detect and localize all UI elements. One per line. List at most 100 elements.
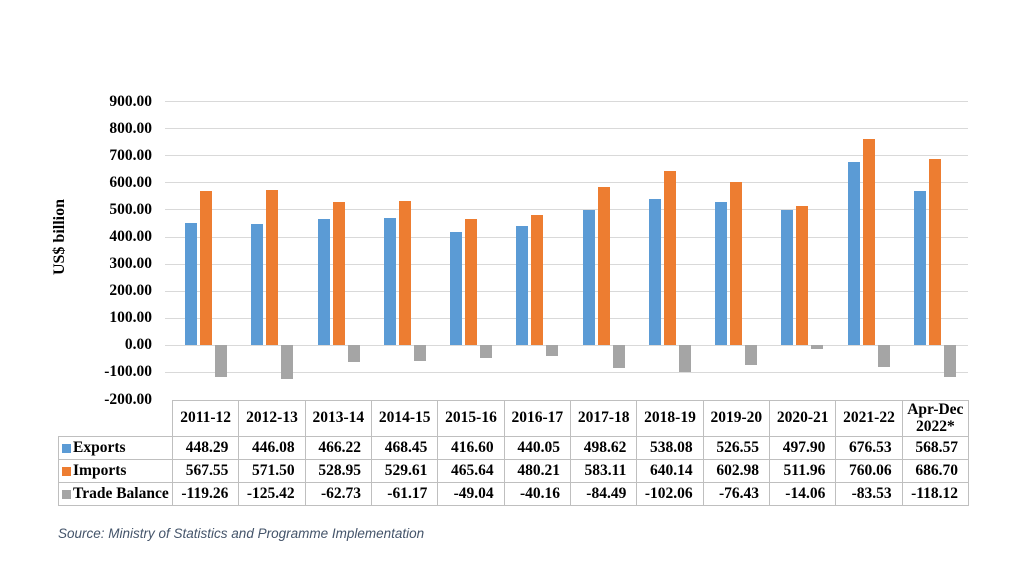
cell-trade-balance-apr-dec-2022: -118.12 <box>902 483 969 506</box>
legend-swatch-trade-balance <box>62 489 71 499</box>
cell-imports-2011-12: 567.55 <box>173 460 240 483</box>
legend-swatch-exports <box>62 443 71 453</box>
series-name-exports: Exports <box>73 439 126 456</box>
cell-trade-balance-2011-12: -119.26 <box>173 483 240 506</box>
gridline-500 <box>165 209 968 211</box>
cell-imports-apr-dec-2022: 686.70 <box>902 460 969 483</box>
series-name-trade-balance: Trade Balance <box>73 485 169 502</box>
cell-trade-balance-2018-19: -102.06 <box>637 483 704 506</box>
bar-exports-2018-19 <box>648 199 661 345</box>
bar-imports-2014-15 <box>398 201 411 345</box>
table-header-2012-13: 2012-13 <box>239 400 306 437</box>
cell-exports-2020-21: 497.90 <box>770 437 837 460</box>
table-header-2016-17: 2016-17 <box>504 400 571 437</box>
y-axis-tick-600: 600.00 <box>109 173 152 191</box>
y-axis-tick-500: 500.00 <box>109 200 152 218</box>
table-corner-cell <box>58 400 173 437</box>
bar-exports-2020-21 <box>781 209 794 345</box>
table-header-2014-15: 2014-15 <box>372 400 439 437</box>
bar-imports-apr-dec-2022 <box>928 158 941 345</box>
y-axis-tick-700: 700.00 <box>109 146 152 164</box>
bar-imports-2016-17 <box>531 214 544 345</box>
bar-trade-balance-2021-22 <box>877 344 890 368</box>
cell-trade-balance-2017-18: -84.49 <box>571 483 638 506</box>
bar-trade-balance-2017-18 <box>612 344 625 368</box>
cell-exports-2019-20: 526.55 <box>703 437 770 460</box>
gridline--100 <box>165 371 968 373</box>
cell-exports-2014-15: 468.45 <box>372 437 439 460</box>
cell-trade-balance-2014-15: -61.17 <box>372 483 439 506</box>
y-axis-tick-100: 100.00 <box>109 309 152 327</box>
bar-imports-2013-14 <box>332 201 345 345</box>
cell-imports-2013-14: 528.95 <box>305 460 372 483</box>
cell-trade-balance-2015-16: -49.04 <box>438 483 505 506</box>
series-name-imports: Imports <box>73 462 127 479</box>
bar-exports-2014-15 <box>383 217 396 345</box>
gridline-300 <box>165 263 968 265</box>
bar-exports-apr-dec-2022 <box>913 190 926 345</box>
cell-imports-2021-22: 760.06 <box>836 460 903 483</box>
bar-trade-balance-2018-19 <box>678 344 691 373</box>
bar-trade-balance-2013-14 <box>347 344 360 362</box>
plot-area <box>165 101 968 399</box>
table-header-2013-14: 2013-14 <box>305 400 372 437</box>
table-header-apr-dec-2022: Apr-Dec 2022* <box>902 400 969 437</box>
cell-exports-2017-18: 498.62 <box>571 437 638 460</box>
cell-exports-2018-19: 538.08 <box>637 437 704 460</box>
table-header-2011-12: 2011-12 <box>173 400 240 437</box>
cell-exports-2021-22: 676.53 <box>836 437 903 460</box>
bar-trade-balance-2012-13 <box>281 344 294 379</box>
bar-trade-balance-2015-16 <box>480 344 493 359</box>
cell-imports-2016-17: 480.21 <box>504 460 571 483</box>
bar-imports-2020-21 <box>796 206 809 345</box>
cell-exports-2015-16: 416.60 <box>438 437 505 460</box>
cell-exports-2012-13: 446.08 <box>239 437 306 460</box>
bar-exports-2013-14 <box>317 218 330 345</box>
cell-exports-2016-17: 440.05 <box>504 437 571 460</box>
cell-imports-2014-15: 529.61 <box>372 460 439 483</box>
y-axis-tick--200: -200.00 <box>104 390 152 408</box>
table-header-2015-16: 2015-16 <box>438 400 505 437</box>
cell-trade-balance-2019-20: -76.43 <box>703 483 770 506</box>
cell-trade-balance-2020-21: -14.06 <box>770 483 837 506</box>
y-axis-tick-800: 800.00 <box>109 119 152 137</box>
gridline-0 <box>165 344 968 346</box>
cell-trade-balance-2013-14: -62.73 <box>305 483 372 506</box>
table-header-2017-18: 2017-18 <box>571 400 638 437</box>
bar-trade-balance-2016-17 <box>546 344 559 356</box>
gridline-800 <box>165 128 968 130</box>
y-axis-tick-0: 0.00 <box>124 336 152 354</box>
cell-exports-2011-12: 448.29 <box>173 437 240 460</box>
cell-imports-2015-16: 465.64 <box>438 460 505 483</box>
bar-imports-2011-12 <box>200 191 213 345</box>
bar-exports-2015-16 <box>450 232 463 345</box>
y-axis-tick-400: 400.00 <box>109 227 152 245</box>
cell-exports-apr-dec-2022: 568.57 <box>902 437 969 460</box>
table-header-2019-20: 2019-20 <box>703 400 770 437</box>
bar-trade-balance-2019-20 <box>745 344 758 366</box>
gridline-200 <box>165 290 968 292</box>
cell-trade-balance-2016-17: -40.16 <box>504 483 571 506</box>
data-table: 2011-12 2012-13 2013-14 2014-15 2015-16 2016-… <box>58 400 969 506</box>
table-header-2021-22: 2021-22 <box>836 400 903 437</box>
table-row-label-trade-balance: Trade Balance <box>58 483 173 506</box>
bar-imports-2019-20 <box>730 181 743 345</box>
table-header-2018-19: 2018-19 <box>637 400 704 437</box>
cell-imports-2018-19: 640.14 <box>637 460 704 483</box>
bar-trade-balance-2020-21 <box>811 344 824 349</box>
bar-exports-2011-12 <box>185 223 198 345</box>
cell-imports-2017-18: 583.11 <box>571 460 638 483</box>
cell-imports-2020-21: 511.96 <box>770 460 837 483</box>
cell-trade-balance-2021-22: -83.53 <box>836 483 903 506</box>
bar-exports-2016-17 <box>516 225 529 345</box>
y-axis-tick--100: -100.00 <box>104 363 152 381</box>
gridline-600 <box>165 182 968 184</box>
y-axis-tick-900: 900.00 <box>109 92 152 110</box>
y-axis-tick-200: 200.00 <box>109 282 152 300</box>
gridline-100 <box>165 317 968 319</box>
table-header-2020-21: 2020-21 <box>770 400 837 437</box>
gridline-700 <box>165 155 968 157</box>
bar-trade-balance-2014-15 <box>413 344 426 362</box>
table-row-label-exports: Exports <box>58 437 173 460</box>
